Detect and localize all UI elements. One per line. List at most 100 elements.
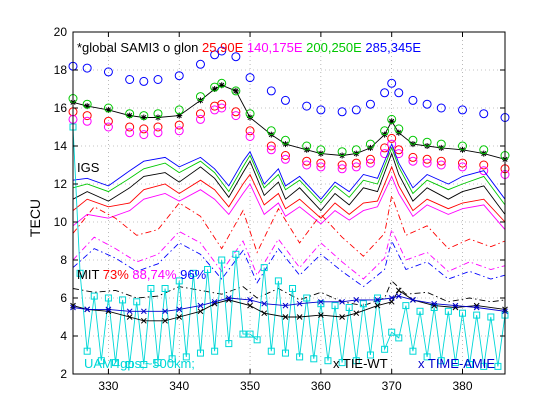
annotation-tiewt: x TIE-WT [333,356,388,371]
series-3-point-1 [82,99,92,109]
series-14-point-37 [331,302,339,310]
series-16-point-1 [84,306,91,313]
series-0-point-8 [211,86,218,92]
series-layer [68,46,510,370]
series-16-point-21 [431,300,438,307]
series-14-point-35 [317,300,325,308]
series-2-point-10 [231,111,241,121]
series-14-point-16 [182,353,190,361]
annotation-sami3-part-1: 25,90E [198,40,243,55]
series-4-point-8 [210,50,220,60]
series-4-point-1 [82,63,92,73]
y-tick-label-2: 6 [60,291,67,305]
series-16-point-4 [140,308,147,315]
series-7 [72,175,506,230]
series-14-point-50 [423,353,431,361]
series-2-point-7 [195,114,205,124]
series-14-point-25 [246,330,254,338]
series-1-point-2 [103,116,113,126]
series-3-point-26 [479,145,489,155]
x-tick-label-3: 360 [311,379,331,393]
series-1-point-5 [153,122,163,132]
annotation-mit: MIT 73% 88,74% 96% [77,267,207,282]
annotation-igs-part-0: IGS [77,160,100,175]
series-14-point-49 [416,307,424,315]
y-tick-label-6: 14 [54,139,68,153]
series-2-point-19 [380,149,390,159]
y-tick-label-0: 2 [60,367,67,381]
series-1-point-14 [302,156,312,166]
series-3-point-21 [394,124,404,134]
series-9 [72,142,506,200]
series-1-point-22 [408,152,418,162]
series-1-point-11 [245,126,255,136]
series-14 [69,123,509,370]
series-14-point-32 [296,353,304,361]
x-tick-label-4: 370 [382,379,402,393]
series-14-point-22 [225,340,233,348]
series-3-point-5 [153,109,163,119]
series-14-point-31 [289,285,297,292]
series-10 [72,193,506,257]
series-16-point-5 [162,308,168,315]
series-1-point-24 [436,156,446,166]
series-line-8 [72,146,506,206]
x-tick-label-0: 330 [98,379,118,393]
series-1-point-3 [125,122,135,132]
series-3-point-12 [266,126,276,136]
series-14-point-20 [211,347,219,355]
series-1-point-8 [210,101,220,111]
series-3-point-15 [316,145,326,155]
series-16-point-20 [410,297,416,303]
series-2-point-6 [174,126,184,136]
series-11 [72,228,506,280]
series-1-point-13 [280,151,290,160]
series-14-point-39 [345,304,353,311]
annotation-mit-part-1: 73% [99,267,129,282]
series-4-point-7 [195,59,205,69]
series-14-point-5 [104,294,112,302]
series-14-point-53 [444,307,452,315]
series-0-point-3 [126,112,133,119]
series-2-point-24 [436,160,446,170]
series-14-point-60 [494,362,502,370]
series-4-point-12 [266,86,276,96]
series-2-point-17 [351,162,361,172]
series-3-point-10 [231,86,241,96]
series-4-point-4 [139,76,149,86]
series-1-point-21 [394,145,404,155]
series-1-point-12 [266,141,276,151]
series-14-point-12 [154,359,162,367]
annotation-sami3-part-3: 200,250E [303,40,363,55]
series-14-point-44 [381,345,389,353]
series-2-point-16 [337,164,347,174]
series-14-point-9 [133,298,141,306]
series-4-point-3 [125,75,135,84]
series-15-point-4 [140,317,147,324]
series-2-point-4 [139,130,149,140]
series-16-point-18 [388,295,395,301]
series-0-point-10 [232,87,239,94]
series-14-point-13 [161,285,169,292]
series-14-point-27 [260,264,268,272]
series-14-point-36 [324,357,332,365]
series-0 [70,82,508,163]
series-2-point-22 [408,156,418,166]
series-14-point-58 [480,362,488,370]
series-4-point-10 [231,52,241,62]
y-tick-label-3: 8 [60,253,67,267]
series-line-15 [72,289,506,322]
series-14-point-51 [430,304,438,311]
series-4-point-19 [380,88,390,98]
series-15-point-15 [339,314,345,320]
series-line-14 [72,126,506,367]
series-14-point-18 [196,349,204,357]
series-14-point-34 [310,355,318,363]
series-15-point-7 [197,308,204,315]
series-4-point-14 [302,101,312,111]
y-tick-label-7: 16 [54,101,68,115]
series-4-point-5 [153,75,163,84]
series-14-point-48 [409,347,417,355]
series-1-point-26 [479,160,489,170]
series-1-point-9 [217,99,227,109]
